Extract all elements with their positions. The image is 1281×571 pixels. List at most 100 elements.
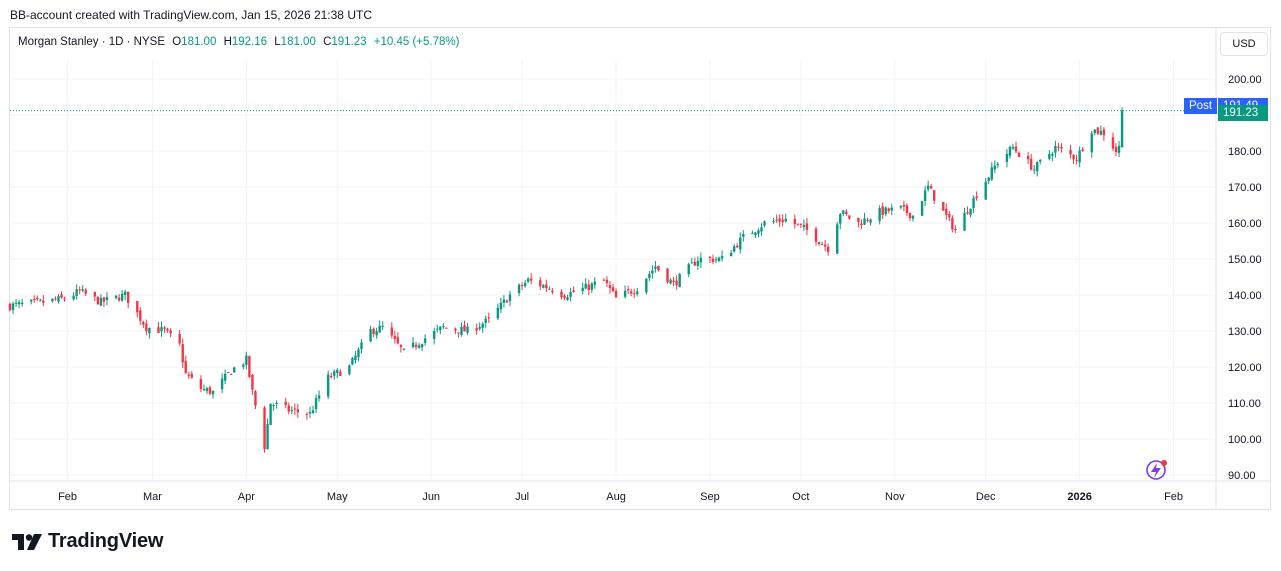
- y-tick-label: 170.00: [1228, 182, 1262, 194]
- candle-body: [123, 291, 127, 295]
- candle-body: [839, 214, 842, 224]
- x-tick-label: Dec: [976, 491, 996, 503]
- candle-body: [33, 299, 36, 301]
- candle-body: [93, 292, 97, 297]
- candle-body: [672, 280, 675, 282]
- x-tick-label: Aug: [606, 491, 626, 503]
- candle-body: [399, 344, 403, 348]
- candle-body: [984, 181, 987, 200]
- candle-body: [63, 298, 66, 300]
- lightning-badge-icon[interactable]: [1146, 460, 1167, 480]
- candle-body: [357, 349, 360, 358]
- candle-body: [836, 224, 839, 254]
- badge-ring: [1146, 460, 1166, 480]
- candle-body: [926, 185, 930, 190]
- x-tick-label: May: [327, 491, 348, 503]
- candle-body: [72, 295, 75, 300]
- candle-body: [369, 329, 372, 342]
- chart-frame[interactable]: [9, 27, 1271, 510]
- candle-body: [333, 371, 336, 376]
- y-tick-label: 100.00: [1228, 434, 1262, 446]
- candle-body: [293, 408, 297, 410]
- candle-body: [436, 328, 439, 330]
- candle-body: [381, 325, 384, 327]
- candle-body: [529, 278, 533, 281]
- last-price-tag: 191.23: [1218, 104, 1268, 121]
- candle-body: [590, 283, 593, 290]
- candle-body: [869, 219, 872, 223]
- candle-body: [42, 300, 45, 303]
- candle-body: [781, 219, 784, 223]
- candle-body: [708, 256, 712, 258]
- candle-body: [354, 355, 357, 361]
- candle-body: [526, 278, 530, 282]
- candle-body: [1072, 154, 1075, 160]
- x-tick-label: Sep: [700, 491, 720, 503]
- candle-body: [505, 300, 509, 303]
- candle-body: [139, 310, 142, 321]
- candle-body: [499, 302, 503, 310]
- candle-body: [266, 424, 269, 450]
- candle-body: [623, 290, 627, 297]
- candle-body: [339, 371, 342, 376]
- candle-body: [736, 245, 739, 248]
- candle-body: [711, 258, 715, 262]
- candle-body: [814, 228, 818, 242]
- candle-body: [687, 264, 690, 275]
- tradingview-logo[interactable]: TradingView: [12, 530, 163, 553]
- candle-body: [1102, 129, 1106, 136]
- candle-body: [54, 298, 57, 300]
- candle-body: [30, 299, 33, 302]
- candle-body: [751, 233, 754, 235]
- candle-body: [223, 373, 227, 381]
- candle-body: [899, 205, 903, 208]
- y-tick-label: 160.00: [1228, 218, 1262, 230]
- candle-body: [372, 328, 375, 335]
- candle-body: [772, 221, 775, 223]
- candle-body: [1036, 162, 1039, 172]
- candle-body: [81, 289, 84, 291]
- candle-body: [329, 375, 333, 378]
- candle-body: [1005, 153, 1009, 162]
- post-label-tag: Post: [1184, 97, 1217, 114]
- candle-body: [308, 411, 312, 414]
- candle-body: [242, 364, 245, 367]
- candle-body: [1029, 158, 1033, 170]
- candle-body: [8, 303, 12, 311]
- candle-body: [1057, 146, 1060, 148]
- candle-body: [645, 278, 648, 293]
- candle-body: [699, 257, 703, 263]
- candle-body: [423, 338, 427, 343]
- candle-body: [602, 279, 606, 281]
- candle-body: [11, 303, 15, 310]
- candle-body: [84, 289, 87, 294]
- candle-body: [233, 367, 236, 373]
- candle-body: [287, 405, 290, 412]
- x-tick-label: Jun: [422, 491, 440, 503]
- x-tick-label: Mar: [143, 491, 162, 503]
- currency-button[interactable]: USD: [1220, 32, 1268, 56]
- candle-body: [248, 355, 251, 377]
- candle-body: [157, 327, 160, 333]
- candle-body: [633, 293, 636, 295]
- candle-body: [211, 390, 215, 395]
- candle-body: [466, 326, 469, 333]
- x-tick-label: Jul: [515, 491, 529, 503]
- tradingview-logo-text: TradingView: [48, 530, 164, 552]
- candle-body: [105, 297, 109, 300]
- candle-body: [863, 218, 866, 225]
- candle-body: [560, 291, 563, 298]
- change-value: +10.45 (+5.78%): [373, 36, 460, 48]
- candle-body: [275, 403, 278, 405]
- candle-body: [826, 246, 830, 253]
- candle-body: [360, 342, 363, 350]
- candle-body: [1090, 133, 1093, 153]
- candle-body: [463, 325, 466, 332]
- candle-body: [78, 289, 81, 291]
- candle-body: [902, 204, 906, 207]
- candle-body: [884, 207, 887, 215]
- candle-body: [611, 287, 615, 292]
- candle-body: [481, 323, 484, 328]
- y-tick-label: 120.00: [1228, 362, 1262, 374]
